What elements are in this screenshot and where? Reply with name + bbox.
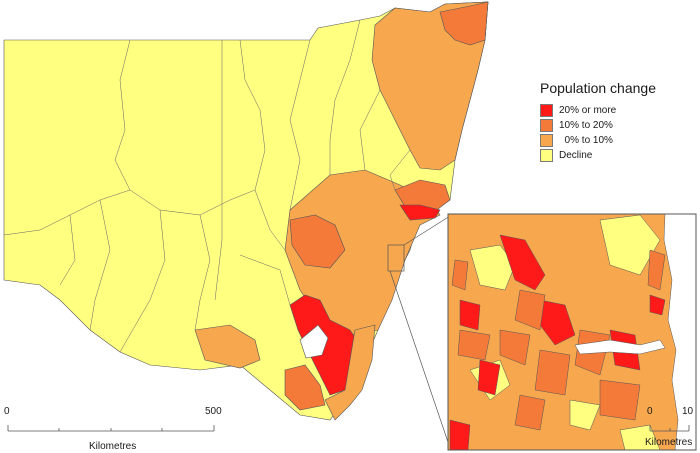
legend-swatch — [540, 149, 553, 162]
main-scale-end: 500 — [205, 406, 222, 417]
region-0-10-north — [371, 1, 489, 171]
region-10-20-west-sydney — [289, 214, 346, 269]
legend-item: Decline — [540, 148, 680, 163]
region-0-10-southwest — [194, 324, 261, 369]
act-territory — [299, 324, 329, 359]
inset-scale-start: 0 — [647, 406, 653, 417]
region-0-10-south-coast — [324, 324, 376, 421]
region-20plus-coast-north — [399, 204, 441, 221]
state-regions — [3, 1, 489, 421]
coast-water — [663, 214, 696, 450]
main-scale-bar — [7, 425, 215, 432]
inset-leader-lines — [387, 215, 451, 449]
legend-label: 20% or more — [559, 105, 617, 116]
inset-frame — [447, 213, 697, 451]
legend-swatch — [540, 134, 553, 147]
legend-swatch — [540, 104, 553, 117]
legend-item: 10% to 20% — [540, 118, 680, 133]
legend-swatch — [540, 119, 553, 132]
harbour-water — [574, 339, 666, 355]
region-10-20-coast — [439, 1, 489, 46]
main-scale-start: 0 — [4, 406, 10, 417]
main-scale-unit: Kilometres — [89, 441, 137, 452]
legend-item: 0% to 10% — [540, 133, 680, 148]
legend-label: Decline — [559, 150, 593, 161]
sydney-inset-map — [448, 214, 696, 450]
legend-title: Population change — [540, 80, 656, 96]
legend-label: 10% to 20% — [559, 120, 613, 131]
lga-boundaries — [3, 19, 411, 353]
legend-item: 20% or more — [540, 103, 680, 118]
inset-scale-unit: Kilometres — [645, 437, 693, 448]
region-10-20-south — [284, 364, 326, 411]
legend-label: 0% to 10% — [559, 135, 613, 146]
legend: Population change 20% or more 10% to 20%… — [540, 80, 680, 163]
inset-scale-end: 10 — [682, 406, 694, 417]
inset-scale-bar — [649, 425, 690, 432]
